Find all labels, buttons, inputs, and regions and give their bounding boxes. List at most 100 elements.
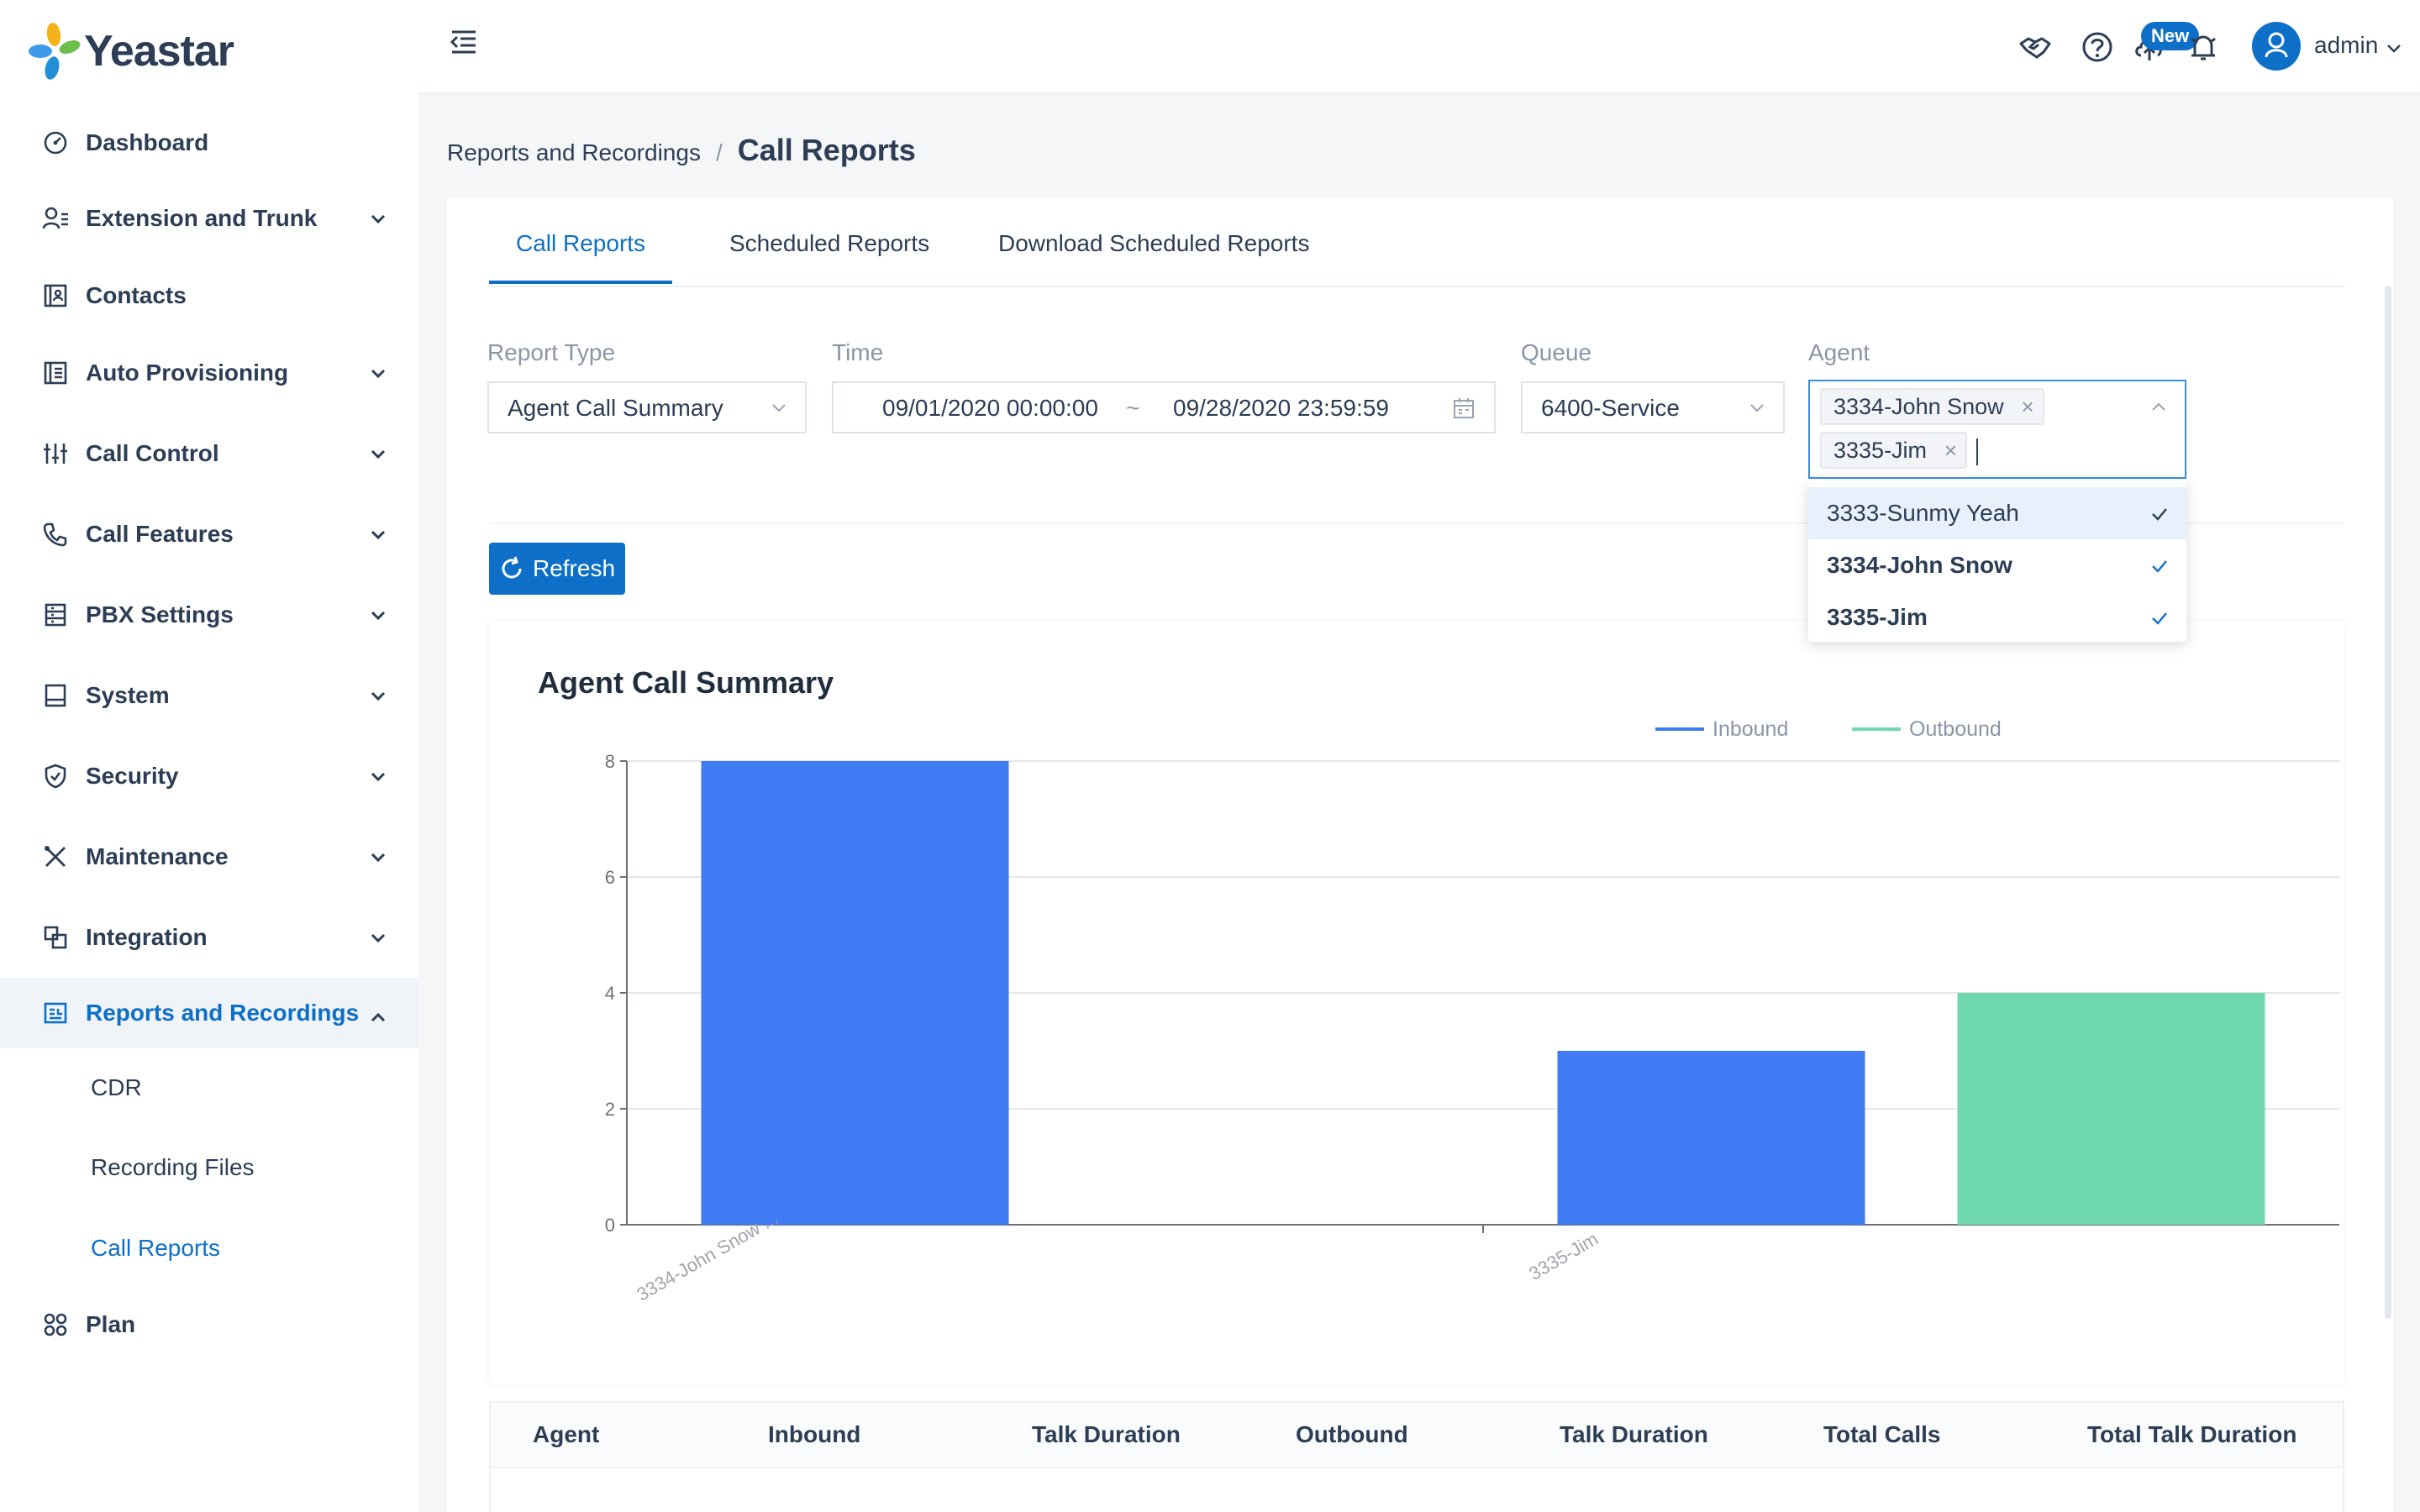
agent-multiselect[interactable]: 3334-John Snow × 3335-Jim × bbox=[1808, 380, 2186, 479]
sidebar-item-label: Maintenance bbox=[86, 843, 229, 869]
sidebar-item-system[interactable]: System bbox=[0, 655, 418, 736]
sidebar-item-label: Plan bbox=[86, 1311, 136, 1337]
queue-label: Queue bbox=[1521, 339, 1592, 365]
tab-call-reports[interactable]: Call Reports bbox=[516, 230, 646, 256]
agent-tag-label: 3335-Jim bbox=[1833, 438, 1928, 463]
integration-icon bbox=[42, 924, 69, 951]
queue-select[interactable]: 6400-Service bbox=[1521, 381, 1785, 433]
sidebar-item-label: Reports and Recordings bbox=[86, 1000, 360, 1026]
plan-icon bbox=[42, 1311, 69, 1338]
agent-option-label: 3333-Sunmy Yeah bbox=[1827, 500, 2019, 526]
help-icon[interactable] bbox=[2081, 30, 2114, 64]
agent-option[interactable]: 3333-Sunmy Yeah bbox=[1808, 487, 2186, 539]
y-tick-label: 4 bbox=[605, 983, 615, 1004]
column-header[interactable]: Inbound bbox=[768, 1421, 861, 1447]
chevron-down-icon bbox=[371, 214, 386, 224]
tab-scheduled-reports[interactable]: Scheduled Reports bbox=[729, 230, 930, 256]
user-icon bbox=[2265, 32, 2288, 58]
yeastar-logo[interactable]: Yeastar bbox=[29, 22, 234, 81]
agent-tag: 3335-Jim × bbox=[1820, 432, 1968, 469]
sidebar-item-call-features[interactable]: Call Features bbox=[0, 494, 418, 575]
provisioning-icon bbox=[42, 360, 69, 386]
agent-tag: 3334-John Snow × bbox=[1820, 388, 2044, 425]
avatar[interactable] bbox=[2252, 22, 2301, 71]
bell-icon[interactable] bbox=[2186, 30, 2220, 64]
chevron-up-icon bbox=[371, 1012, 386, 1022]
column-header[interactable]: Total Talk Duration bbox=[2087, 1421, 2297, 1447]
time-range-separator: ~ bbox=[1126, 395, 1140, 421]
column-header[interactable]: Talk Duration bbox=[1032, 1421, 1181, 1447]
agent-option[interactable]: 3335-Jim bbox=[1808, 591, 2186, 643]
agent-option[interactable]: 3334-John Snow bbox=[1808, 539, 2186, 591]
y-tick-label: 2 bbox=[605, 1099, 615, 1120]
chevron-down-icon bbox=[772, 404, 786, 412]
sidebar-item-label: Extension and Trunk bbox=[86, 205, 318, 231]
report-type-select[interactable]: Agent Call Summary bbox=[487, 381, 807, 433]
sidebar-item-pbx-settings[interactable]: PBX Settings bbox=[0, 575, 418, 655]
report-type-value: Agent Call Summary bbox=[508, 395, 723, 421]
chevron-up-icon[interactable] bbox=[2149, 398, 2168, 417]
y-tick-label: 6 bbox=[605, 867, 615, 888]
reports-icon bbox=[42, 1000, 69, 1026]
report-type-label: Report Type bbox=[487, 339, 616, 365]
maintenance-icon bbox=[42, 843, 69, 870]
text-cursor bbox=[1976, 438, 1978, 465]
tab-download-scheduled-reports[interactable]: Download Scheduled Reports bbox=[998, 230, 1310, 256]
new-badge: New bbox=[2141, 22, 2200, 50]
y-tick-label: 8 bbox=[605, 751, 615, 772]
sidebar-item-label: Dashboard bbox=[86, 129, 209, 155]
check-icon bbox=[2152, 508, 2167, 521]
sidebar-item-label: Call Features bbox=[86, 521, 234, 547]
column-header[interactable]: Total Calls bbox=[1823, 1421, 1941, 1447]
sidebar-subitem-cdr[interactable]: CDR bbox=[91, 1074, 142, 1100]
sidebar-item-label: PBX Settings bbox=[86, 601, 234, 627]
filter-divider bbox=[489, 522, 2344, 524]
refresh-label: Refresh bbox=[532, 555, 616, 581]
sidebar-item-security[interactable]: Security bbox=[0, 736, 418, 816]
time-end[interactable]: 09/28/2020 23:59:59 bbox=[1173, 395, 1389, 421]
remove-tag-icon[interactable]: × bbox=[2021, 394, 2034, 419]
user-name[interactable]: admin bbox=[2314, 32, 2379, 58]
agent-option-label: 3335-Jim bbox=[1827, 604, 1928, 630]
sidebar-item-extension-and-trunk[interactable]: Extension and Trunk bbox=[0, 178, 418, 259]
sidebar-nav: Dashboard Extension and Trunk Contacts A… bbox=[0, 108, 418, 1361]
sidebar-item-label: System bbox=[86, 682, 170, 708]
chevron-down-icon[interactable] bbox=[2385, 39, 2403, 57]
sidebar-item-call-control[interactable]: Call Control bbox=[0, 413, 418, 494]
calendar-icon bbox=[1454, 398, 1474, 418]
sidebar-item-plan[interactable]: Plan bbox=[0, 1289, 418, 1361]
sidebar-item-integration[interactable]: Integration bbox=[0, 897, 418, 978]
chevron-down-icon bbox=[371, 369, 386, 379]
page-scrollbar[interactable] bbox=[2385, 286, 2391, 1319]
breadcrumb-parent[interactable]: Reports and Recordings bbox=[447, 139, 701, 165]
legend-label: Outbound bbox=[1909, 717, 2002, 741]
time-start[interactable]: 09/01/2020 00:00:00 bbox=[882, 395, 1098, 421]
pbx-settings-icon bbox=[42, 601, 69, 628]
collapse-menu-icon[interactable] bbox=[449, 29, 479, 55]
sidebar-item-auto-provisioning[interactable]: Auto Provisioning bbox=[0, 333, 418, 413]
yeastar-logo-mark bbox=[29, 22, 82, 81]
sidebar-item-contacts[interactable]: Contacts bbox=[0, 259, 418, 333]
column-header[interactable]: Outbound bbox=[1296, 1421, 1408, 1447]
column-header[interactable]: Talk Duration bbox=[1560, 1421, 1708, 1447]
tab-bar: Call Reports Scheduled Reports Download … bbox=[489, 198, 2344, 287]
queue-value: 6400-Service bbox=[1541, 395, 1680, 421]
y-tick-label: 0 bbox=[605, 1215, 615, 1236]
sidebar-item-maintenance[interactable]: Maintenance bbox=[0, 816, 418, 897]
chart-title: Agent Call Summary bbox=[538, 665, 834, 700]
time-range-picker[interactable]: 09/01/2020 00:00:00 ~ 09/28/2020 23:59:5… bbox=[832, 381, 1496, 433]
legend-label: Inbound bbox=[1712, 717, 1788, 741]
agent-tag-label: 3334-John Snow bbox=[1833, 394, 2004, 419]
sidebar-subitem-recording-files[interactable]: Recording Files bbox=[91, 1154, 255, 1180]
bar-inbound bbox=[701, 761, 1009, 1225]
handshake-icon[interactable] bbox=[2018, 30, 2052, 64]
remove-tag-icon[interactable]: × bbox=[1944, 438, 1958, 463]
chevron-down-icon bbox=[371, 772, 386, 782]
sidebar-item-dashboard[interactable]: Dashboard bbox=[0, 108, 418, 178]
breadcrumb: Reports and Recordings / Call Reports bbox=[447, 133, 916, 168]
refresh-button[interactable]: Refresh bbox=[489, 543, 625, 595]
sidebar-item-reports-and-recordings[interactable]: Reports and Recordings bbox=[0, 978, 418, 1048]
sidebar-subitem-call-reports[interactable]: Call Reports bbox=[91, 1235, 221, 1261]
column-header[interactable]: Agent bbox=[533, 1421, 600, 1447]
sidebar-item-label: Security bbox=[86, 763, 179, 789]
